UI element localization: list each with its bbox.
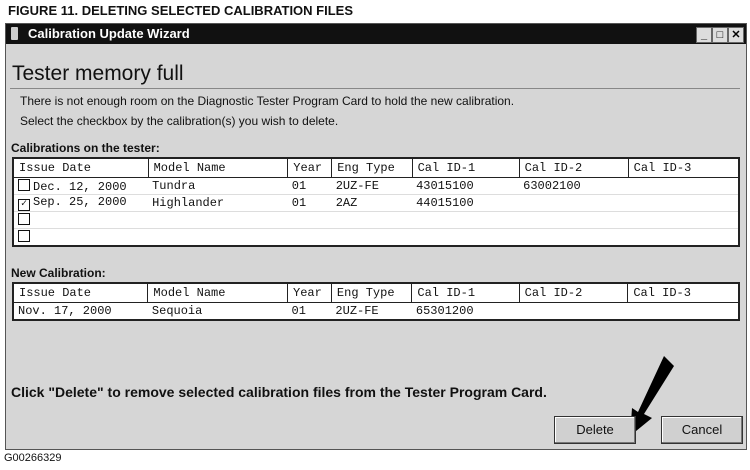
new-calibration-table: Issue Date Model Name Year Eng Type Cal ID-1…: [12, 282, 740, 321]
table-cell: [331, 228, 413, 247]
table-cell: 43015100: [412, 177, 520, 195]
divider: [10, 88, 740, 89]
table-cell: [412, 211, 520, 229]
table-cell: Highlander: [148, 194, 288, 212]
table-row[interactable]: [13, 228, 739, 247]
table-cell: 01: [287, 177, 332, 195]
cell-text: 65301200: [415, 304, 474, 318]
cell-text: Sequoia: [151, 304, 203, 318]
cell-text: Highlander: [152, 196, 225, 210]
table-cell: 63002100: [519, 177, 629, 195]
table-cell: Sequoia: [147, 302, 288, 321]
minimize-button[interactable]: _: [696, 27, 712, 43]
column-header[interactable]: Year: [287, 157, 333, 178]
cell-text: Sep. 25, 2000: [33, 195, 127, 209]
table-cell: 2UZ-FE: [331, 177, 413, 195]
cell-text: Tundra: [152, 179, 196, 193]
table-cell: [628, 177, 739, 195]
wizard-window: Calibration Update Wizard _ □ ✕ Tester m…: [5, 23, 747, 450]
window-title: Calibration Update Wizard: [28, 26, 190, 41]
cell-text: 2AZ: [335, 196, 358, 210]
table-cell: [519, 228, 629, 247]
column-header[interactable]: Cal ID-3: [627, 282, 740, 303]
table-cell: [628, 194, 739, 212]
arrow-pointer-icon: [630, 356, 674, 436]
table-cell: 01: [287, 302, 332, 321]
column-header[interactable]: Model Name: [147, 157, 289, 178]
table-cell: [287, 211, 332, 229]
column-header[interactable]: Issue Date: [12, 282, 149, 303]
table-cell: [627, 302, 739, 321]
column-header[interactable]: Eng Type: [331, 157, 413, 178]
tester-calibrations-table: Issue Date Model Name Year Eng Type Cal ID-1…: [12, 157, 740, 247]
figure-code: G00266329: [4, 452, 62, 464]
column-header[interactable]: Cal ID-1: [411, 157, 520, 178]
row-checkbox[interactable]: [18, 212, 30, 225]
table-cell: [148, 228, 288, 247]
cancel-button[interactable]: Cancel: [661, 416, 743, 444]
table-cell: [628, 211, 739, 229]
table-cell: 44015100: [412, 194, 520, 212]
cell-text: Nov. 17, 2000: [18, 304, 112, 318]
table-cell: 01: [287, 194, 332, 212]
cell-text: 2UZ-FE: [335, 179, 379, 193]
table-cell: [13, 228, 149, 247]
cell-text: 01: [291, 304, 306, 318]
message: There is not enough room on the Diagnost…: [20, 94, 515, 108]
table-cell: [331, 211, 413, 229]
page-heading: Tester memory full: [12, 62, 184, 85]
maximize-button[interactable]: □: [712, 27, 728, 43]
column-header[interactable]: Issue Date: [12, 157, 149, 178]
table-cell: 65301200: [411, 302, 520, 321]
table-cell: [287, 228, 332, 247]
table-cell: 2AZ: [331, 194, 413, 212]
cell-text: 01: [291, 196, 307, 210]
row-checkbox[interactable]: [18, 229, 30, 242]
table-row[interactable]: Nov. 17, 2000 Sequoia 01 2UZ-FE 65301200: [13, 302, 739, 321]
column-header[interactable]: Year: [287, 282, 332, 303]
cell-text: 63002100: [523, 179, 581, 193]
column-header[interactable]: Cal ID-3: [627, 157, 740, 178]
table-cell: [148, 211, 288, 229]
message: Select the checkbox by the calibration(s…: [20, 114, 339, 128]
row-checkbox[interactable]: ✓: [18, 199, 30, 211]
cell-text: 43015100: [416, 179, 474, 193]
phone-icon: [11, 27, 18, 40]
delete-button[interactable]: Delete: [554, 416, 636, 444]
new-calibration-label: New Calibration:: [11, 266, 106, 280]
close-button[interactable]: ✕: [728, 27, 744, 43]
cell-text: Dec. 12, 2000: [33, 179, 127, 194]
table-cell: Nov. 17, 2000: [13, 302, 148, 321]
table-cell: [13, 211, 149, 229]
column-header[interactable]: Cal ID-2: [518, 282, 629, 303]
title-bar[interactable]: Calibration Update Wizard _ □ ✕: [6, 24, 746, 44]
table-cell: Tundra: [148, 177, 288, 195]
cell-text: 44015100: [416, 196, 474, 210]
table-cell: [519, 194, 629, 212]
table-row[interactable]: [13, 211, 739, 229]
table-cell: [412, 228, 520, 247]
column-header[interactable]: Cal ID-1: [411, 282, 520, 303]
column-header[interactable]: Eng Type: [330, 282, 413, 303]
table-row[interactable]: Dec. 12, 2000 Tundra 01 2UZ-FE 43015100 63002…: [13, 177, 739, 195]
table-row[interactable]: ✓ Sep. 25, 2000 Highlander 01 2AZ 44015100: [13, 194, 739, 212]
table-cell: [628, 228, 739, 247]
table-cell: [519, 211, 629, 229]
header-row: Issue Date Model Name Year Eng Type Cal ID-1…: [12, 282, 740, 303]
table-cell: 2UZ-FE: [331, 302, 412, 321]
column-header[interactable]: Model Name: [147, 282, 288, 303]
table-cell: Dec. 12, 2000: [13, 177, 149, 195]
table-cell: ✓ Sep. 25, 2000: [13, 194, 149, 212]
column-header[interactable]: Cal ID-2: [518, 157, 629, 178]
cell-text: 01: [291, 179, 307, 193]
header-row: Issue Date Model Name Year Eng Type Cal ID-1…: [12, 157, 740, 178]
row-checkbox[interactable]: [18, 178, 30, 191]
table-cell: [519, 302, 628, 321]
instruction-text: Click "Delete" to remove selected calibr…: [11, 384, 547, 400]
cell-text: 2UZ-FE: [335, 304, 379, 318]
figure-title: FIGURE 11. DELETING SELECTED CALIBRATION…: [8, 3, 354, 18]
tester-section-label: Calibrations on the tester:: [11, 141, 160, 155]
